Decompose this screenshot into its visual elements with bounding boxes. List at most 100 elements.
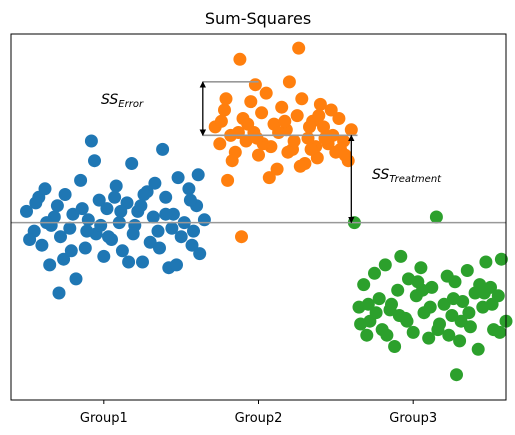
point-group1-13 <box>74 173 88 187</box>
point-group1-65 <box>170 258 183 272</box>
point-group1-38 <box>171 171 185 185</box>
point-group1-52 <box>126 227 140 241</box>
point-group1-70 <box>134 199 148 213</box>
point-group3-23 <box>437 297 451 311</box>
point-group1-59 <box>153 241 166 255</box>
point-group1-62 <box>88 154 101 168</box>
point-group3-53 <box>454 314 468 328</box>
point-group2-58 <box>235 230 248 244</box>
point-group1-35 <box>159 190 173 204</box>
point-group3-52 <box>423 300 437 314</box>
point-group1-55 <box>183 193 197 207</box>
point-group1-71 <box>159 207 173 221</box>
point-group2-38 <box>241 117 255 131</box>
point-group3-11 <box>391 283 405 297</box>
point-group1-0 <box>20 204 33 218</box>
point-group3-51 <box>392 309 406 322</box>
point-group3-12 <box>394 249 408 263</box>
point-group1-9 <box>58 188 72 201</box>
point-group2-55 <box>338 148 352 162</box>
point-group1-12 <box>69 272 83 286</box>
point-group2-19 <box>282 75 296 89</box>
point-group2-35 <box>344 123 358 137</box>
point-group2-16 <box>270 162 284 176</box>
point-group3-45 <box>431 323 445 337</box>
point-group2-6 <box>233 52 247 66</box>
reference-lines-layer <box>11 81 506 224</box>
x-axis: Group1 Group2 Group3 <box>80 400 437 426</box>
point-group1-57 <box>80 224 94 238</box>
point-group3-56 <box>411 275 425 289</box>
point-group2-2 <box>218 103 231 117</box>
point-group2-42 <box>303 120 316 134</box>
ss-error-label: SSError <box>101 92 144 110</box>
point-group1-54 <box>165 221 179 235</box>
point-group2-3 <box>221 173 235 187</box>
point-group1-48 <box>57 252 71 266</box>
point-group1-16 <box>84 134 98 148</box>
point-group1-49 <box>75 202 89 216</box>
point-group1-66 <box>191 168 205 182</box>
point-group3-6 <box>372 292 386 306</box>
point-group2-36 <box>214 114 228 128</box>
point-group1-61 <box>52 286 66 300</box>
point-group2-32 <box>332 112 346 125</box>
point-group1-5 <box>43 258 57 272</box>
point-group1-32 <box>146 210 160 224</box>
point-group2-57 <box>292 41 306 55</box>
point-group3-8 <box>378 258 392 272</box>
point-group1-20 <box>100 202 114 216</box>
point-group1-46 <box>23 233 37 246</box>
point-group2-21 <box>290 109 304 123</box>
point-group1-68 <box>64 244 78 258</box>
point-group2-45 <box>219 92 233 106</box>
point-group1-29 <box>136 255 149 269</box>
point-group3-41 <box>369 306 383 320</box>
point-group2-27 <box>313 97 327 111</box>
point-group1-10 <box>63 221 77 235</box>
point-group1-41 <box>182 182 196 196</box>
point-group1-58 <box>114 204 128 218</box>
point-group3-42 <box>385 297 398 311</box>
point-group3-10 <box>388 340 402 353</box>
point-group1-14 <box>78 241 92 255</box>
point-group1-8 <box>54 230 67 244</box>
point-group3-15 <box>406 325 420 339</box>
point-group3-19 <box>422 331 436 345</box>
point-group3-29 <box>460 264 474 277</box>
x-tick-label-group1: Group1 <box>80 411 128 426</box>
point-group3-47 <box>462 306 476 320</box>
point-group3-58 <box>473 278 487 292</box>
point-group2-53 <box>278 114 292 128</box>
point-group2-37 <box>225 154 239 168</box>
point-group1-33 <box>151 224 165 238</box>
point-group3-54 <box>485 297 499 311</box>
point-group3-27 <box>453 334 467 348</box>
point-group3-50 <box>361 297 375 311</box>
point-group3-3 <box>360 328 374 342</box>
point-group2-9 <box>244 95 258 109</box>
point-group1-39 <box>174 230 188 244</box>
point-group1-44 <box>193 247 207 261</box>
point-group1-63 <box>122 255 136 269</box>
point-group1-4 <box>38 182 52 196</box>
point-group2-12 <box>255 106 269 120</box>
point-group3-21 <box>429 210 443 224</box>
point-group3-57 <box>442 328 456 342</box>
point-group3-46 <box>446 292 460 306</box>
point-group3-17 <box>414 261 428 275</box>
point-group3-55 <box>380 328 394 342</box>
point-group2-51 <box>324 103 338 117</box>
points-layer <box>20 41 513 382</box>
point-group1-34 <box>156 142 170 156</box>
point-group1-18 <box>92 193 106 207</box>
point-group1-64 <box>137 188 151 201</box>
point-group1-60 <box>187 224 200 238</box>
point-group3-40 <box>354 317 368 331</box>
point-group2-46 <box>250 131 264 145</box>
point-group2-1 <box>213 137 227 151</box>
point-group3-49 <box>493 325 507 339</box>
point-group2-8 <box>239 134 253 148</box>
point-group2-28 <box>317 120 330 134</box>
